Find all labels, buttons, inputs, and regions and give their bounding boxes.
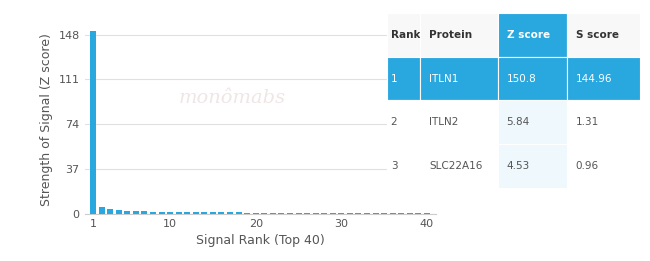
Text: 150.8: 150.8 xyxy=(506,74,536,84)
Bar xyxy=(287,213,293,214)
Bar xyxy=(133,211,139,214)
Text: 5.84: 5.84 xyxy=(506,117,530,127)
Bar xyxy=(321,213,327,214)
Bar xyxy=(296,213,302,214)
Bar xyxy=(270,213,276,214)
Text: ITLN1: ITLN1 xyxy=(429,74,458,84)
Text: 144.96: 144.96 xyxy=(575,74,612,84)
Bar xyxy=(364,213,370,214)
Text: 4.53: 4.53 xyxy=(506,161,530,171)
Bar xyxy=(227,212,233,214)
Text: ITLN2: ITLN2 xyxy=(429,117,458,127)
Bar xyxy=(176,212,181,214)
Bar xyxy=(244,212,250,214)
Text: S score: S score xyxy=(575,30,619,40)
Bar xyxy=(304,213,310,214)
Bar xyxy=(235,212,242,214)
Text: Protein: Protein xyxy=(429,30,473,40)
Bar xyxy=(193,212,199,214)
Bar xyxy=(218,212,224,214)
Text: monômabs: monômabs xyxy=(178,88,285,106)
Bar xyxy=(116,210,122,214)
Bar xyxy=(424,213,430,214)
Bar xyxy=(107,209,113,214)
Bar xyxy=(261,213,267,214)
Bar xyxy=(339,213,345,214)
Bar xyxy=(415,213,421,214)
Bar xyxy=(99,207,105,214)
Bar xyxy=(184,212,190,214)
Text: 0.96: 0.96 xyxy=(575,161,599,171)
Bar xyxy=(390,213,396,214)
Bar xyxy=(202,212,207,214)
Text: 3: 3 xyxy=(391,161,397,171)
Bar xyxy=(356,213,361,214)
Text: Z score: Z score xyxy=(506,30,550,40)
Bar xyxy=(313,213,318,214)
Bar xyxy=(142,211,148,214)
Text: SLC22A16: SLC22A16 xyxy=(429,161,482,171)
Bar xyxy=(124,211,130,214)
Bar xyxy=(210,212,216,214)
Text: 1.31: 1.31 xyxy=(575,117,599,127)
Text: 2: 2 xyxy=(391,117,397,127)
Bar xyxy=(372,213,378,214)
X-axis label: Signal Rank (Top 40): Signal Rank (Top 40) xyxy=(196,234,324,247)
Y-axis label: Strength of Signal (Z score): Strength of Signal (Z score) xyxy=(40,34,53,206)
Bar xyxy=(150,212,156,214)
Bar xyxy=(398,213,404,214)
Bar xyxy=(381,213,387,214)
Text: Rank: Rank xyxy=(391,30,420,40)
Bar xyxy=(330,213,336,214)
Bar xyxy=(159,212,164,214)
Bar xyxy=(347,213,353,214)
Bar xyxy=(407,213,413,214)
Bar xyxy=(90,31,96,214)
Bar xyxy=(167,212,173,214)
Bar xyxy=(253,212,259,214)
Text: 1: 1 xyxy=(391,74,397,84)
Bar xyxy=(278,213,285,214)
